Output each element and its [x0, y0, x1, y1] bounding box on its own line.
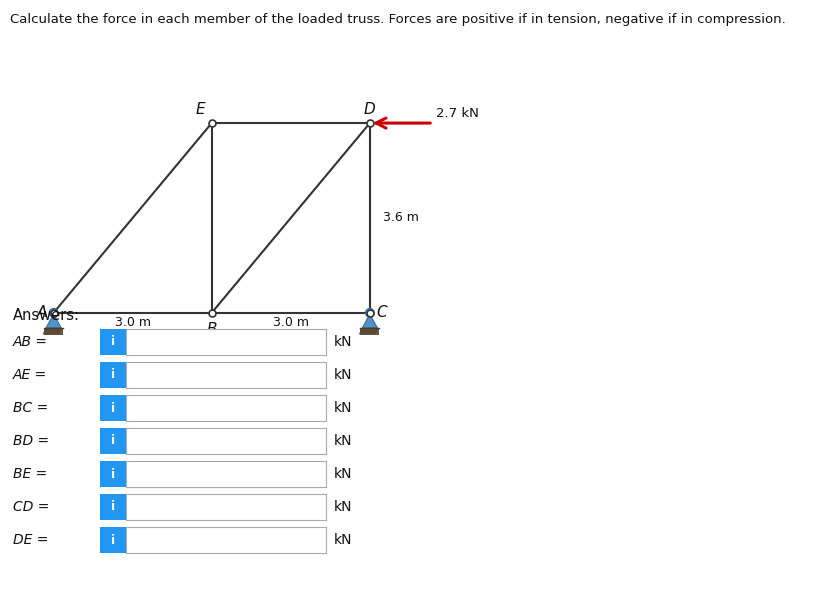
- Text: i: i: [111, 369, 115, 382]
- Text: DE =: DE =: [13, 533, 48, 547]
- Text: kN: kN: [334, 434, 353, 448]
- Text: kN: kN: [334, 335, 353, 349]
- Text: i: i: [111, 501, 115, 514]
- Text: BC =: BC =: [13, 401, 48, 415]
- Text: 2.7 kN: 2.7 kN: [436, 107, 478, 120]
- Text: kN: kN: [334, 467, 353, 481]
- Text: 3.0 m: 3.0 m: [273, 316, 308, 329]
- Text: B: B: [206, 322, 217, 337]
- Text: i: i: [111, 435, 115, 448]
- Text: kN: kN: [334, 500, 353, 514]
- Bar: [360, 328, 380, 335]
- Text: i: i: [111, 468, 115, 481]
- Text: 3.6 m: 3.6 m: [383, 211, 419, 224]
- Circle shape: [365, 309, 375, 317]
- Text: A: A: [37, 305, 47, 320]
- Text: Calculate the force in each member of the loaded truss. Forces are positive if i: Calculate the force in each member of th…: [10, 13, 786, 26]
- Text: kN: kN: [334, 401, 353, 415]
- Text: E: E: [196, 102, 205, 117]
- Text: kN: kN: [334, 368, 353, 382]
- Text: kN: kN: [334, 533, 353, 547]
- Text: AB =: AB =: [13, 335, 48, 349]
- Text: i: i: [111, 336, 115, 349]
- Circle shape: [49, 309, 58, 317]
- Text: BD =: BD =: [13, 434, 49, 448]
- Bar: [44, 328, 64, 335]
- Text: BE =: BE =: [13, 467, 48, 481]
- Text: 3.0 m: 3.0 m: [115, 316, 150, 329]
- Polygon shape: [46, 314, 61, 328]
- Text: CD =: CD =: [13, 500, 49, 514]
- Text: Answers:: Answers:: [13, 308, 80, 323]
- Text: i: i: [111, 402, 115, 415]
- Text: C: C: [376, 305, 387, 320]
- Text: AE =: AE =: [13, 368, 48, 382]
- Text: i: i: [111, 534, 115, 547]
- Text: D: D: [364, 102, 375, 117]
- Polygon shape: [362, 314, 377, 328]
